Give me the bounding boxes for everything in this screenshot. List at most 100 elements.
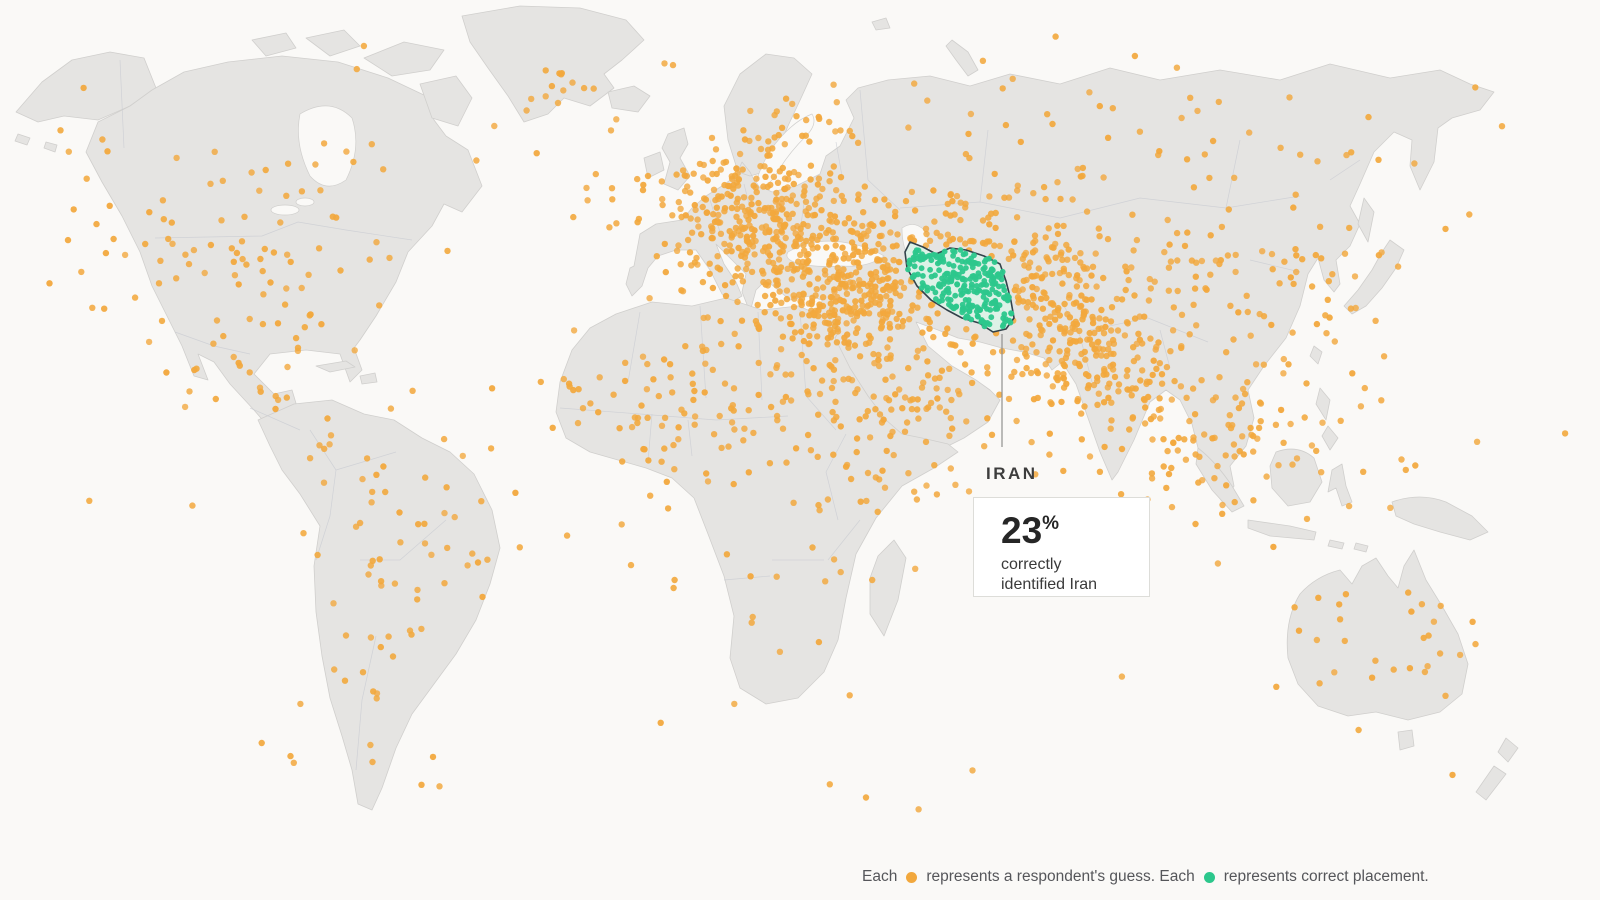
guess-dot: [713, 204, 720, 211]
guess-dot: [1189, 385, 1197, 392]
correct-dot: [986, 291, 993, 298]
guess-dot: [1193, 322, 1200, 329]
guess-dot: [678, 406, 685, 413]
guess-dot: [606, 224, 613, 231]
guess-dot: [1065, 271, 1073, 279]
guess-dot: [881, 484, 889, 491]
guess-dot: [1268, 250, 1276, 258]
guess-dot: [1343, 151, 1350, 159]
guess-dot: [1043, 372, 1051, 379]
guess-dot: [608, 185, 616, 192]
correct-dot: [947, 297, 954, 303]
guess-dot: [830, 366, 838, 373]
guess-dot: [690, 170, 697, 177]
guess-dot: [952, 481, 959, 488]
guess-dot: [806, 138, 813, 145]
guess-dot: [757, 145, 765, 153]
guess-dot: [783, 287, 791, 294]
land-oceania: [1286, 549, 1519, 801]
guess-dot: [1147, 285, 1155, 292]
guess-dot: [934, 310, 941, 317]
guess-dot: [1055, 304, 1062, 312]
guess-dot: [1303, 515, 1311, 523]
guess-dot: [382, 488, 389, 496]
guess-dot: [661, 414, 669, 421]
guess-dot: [969, 340, 976, 347]
guess-dot: [946, 365, 953, 372]
guess-dot: [1046, 430, 1054, 437]
guess-dot: [418, 625, 425, 633]
guess-dot: [1029, 341, 1036, 348]
guess-dot: [193, 365, 200, 372]
guess-dot: [753, 175, 760, 182]
guess-dot: [1129, 211, 1136, 218]
guess-dot: [343, 148, 350, 155]
guess-dot: [926, 237, 934, 244]
guess-dot: [870, 393, 877, 400]
guess-dot: [1100, 174, 1107, 181]
guess-dot: [776, 268, 783, 275]
guess-dot: [1209, 137, 1217, 145]
guess-dot: [1052, 33, 1059, 40]
guess-dot: [933, 229, 940, 236]
guess-dot: [849, 228, 856, 236]
guess-dot: [857, 307, 864, 315]
guess-dot: [235, 359, 242, 367]
guess-dot: [1201, 151, 1209, 158]
guess-dot: [858, 252, 865, 260]
guess-dot: [912, 565, 919, 572]
guess-dot: [1051, 316, 1059, 323]
guess-dot: [819, 294, 827, 301]
correct-dot: [988, 300, 995, 307]
guess-dot: [762, 173, 769, 180]
correct-dot: [935, 282, 942, 289]
guess-dot: [911, 207, 919, 214]
guess-dot: [931, 462, 938, 469]
guess-dot: [270, 249, 278, 256]
guess-dot: [277, 219, 284, 226]
guess-dot: [746, 222, 753, 229]
guess-dot: [414, 586, 421, 594]
guess-dot: [876, 301, 883, 308]
guess-dot: [1021, 350, 1029, 357]
correct-dot: [999, 268, 1006, 275]
guess-dot: [725, 443, 732, 450]
guess-dot: [1255, 424, 1263, 432]
guess-dot: [1155, 151, 1162, 159]
guess-dot: [790, 303, 798, 311]
guess-dot: [675, 242, 682, 249]
guess-dot: [956, 391, 963, 398]
guess-dot: [341, 677, 349, 684]
guess-dot: [1150, 413, 1157, 420]
guess-dot: [905, 124, 912, 131]
guess-dot: [775, 131, 782, 139]
guess-dot: [730, 480, 737, 488]
guess-dot: [89, 304, 96, 311]
guess-dot: [735, 244, 742, 252]
guess-dot: [826, 178, 833, 185]
guess-dot: [142, 240, 149, 248]
guess-dot: [818, 377, 826, 384]
guess-dot: [789, 335, 796, 342]
guess-dot: [1295, 627, 1303, 634]
guess-dot: [1001, 194, 1008, 201]
guess-dot: [1133, 236, 1141, 244]
guess-dot: [773, 228, 780, 236]
guess-dot: [356, 519, 364, 527]
guess-dot: [1158, 371, 1166, 378]
guess-dot: [231, 272, 239, 279]
guess-dot: [887, 297, 894, 305]
guess-dot: [779, 333, 787, 340]
guess-dot: [755, 391, 762, 399]
guess-dot: [368, 141, 375, 148]
correct-dot: [951, 249, 958, 255]
guess-dot: [131, 294, 139, 301]
guess-dot: [428, 551, 435, 558]
guess-dot: [1250, 497, 1257, 504]
guess-dot: [1272, 421, 1280, 428]
guess-dot: [1128, 264, 1135, 271]
guess-dot: [1207, 232, 1214, 239]
guess-dot: [283, 192, 290, 199]
guess-dot: [750, 182, 757, 189]
guess-dot: [1113, 295, 1121, 303]
